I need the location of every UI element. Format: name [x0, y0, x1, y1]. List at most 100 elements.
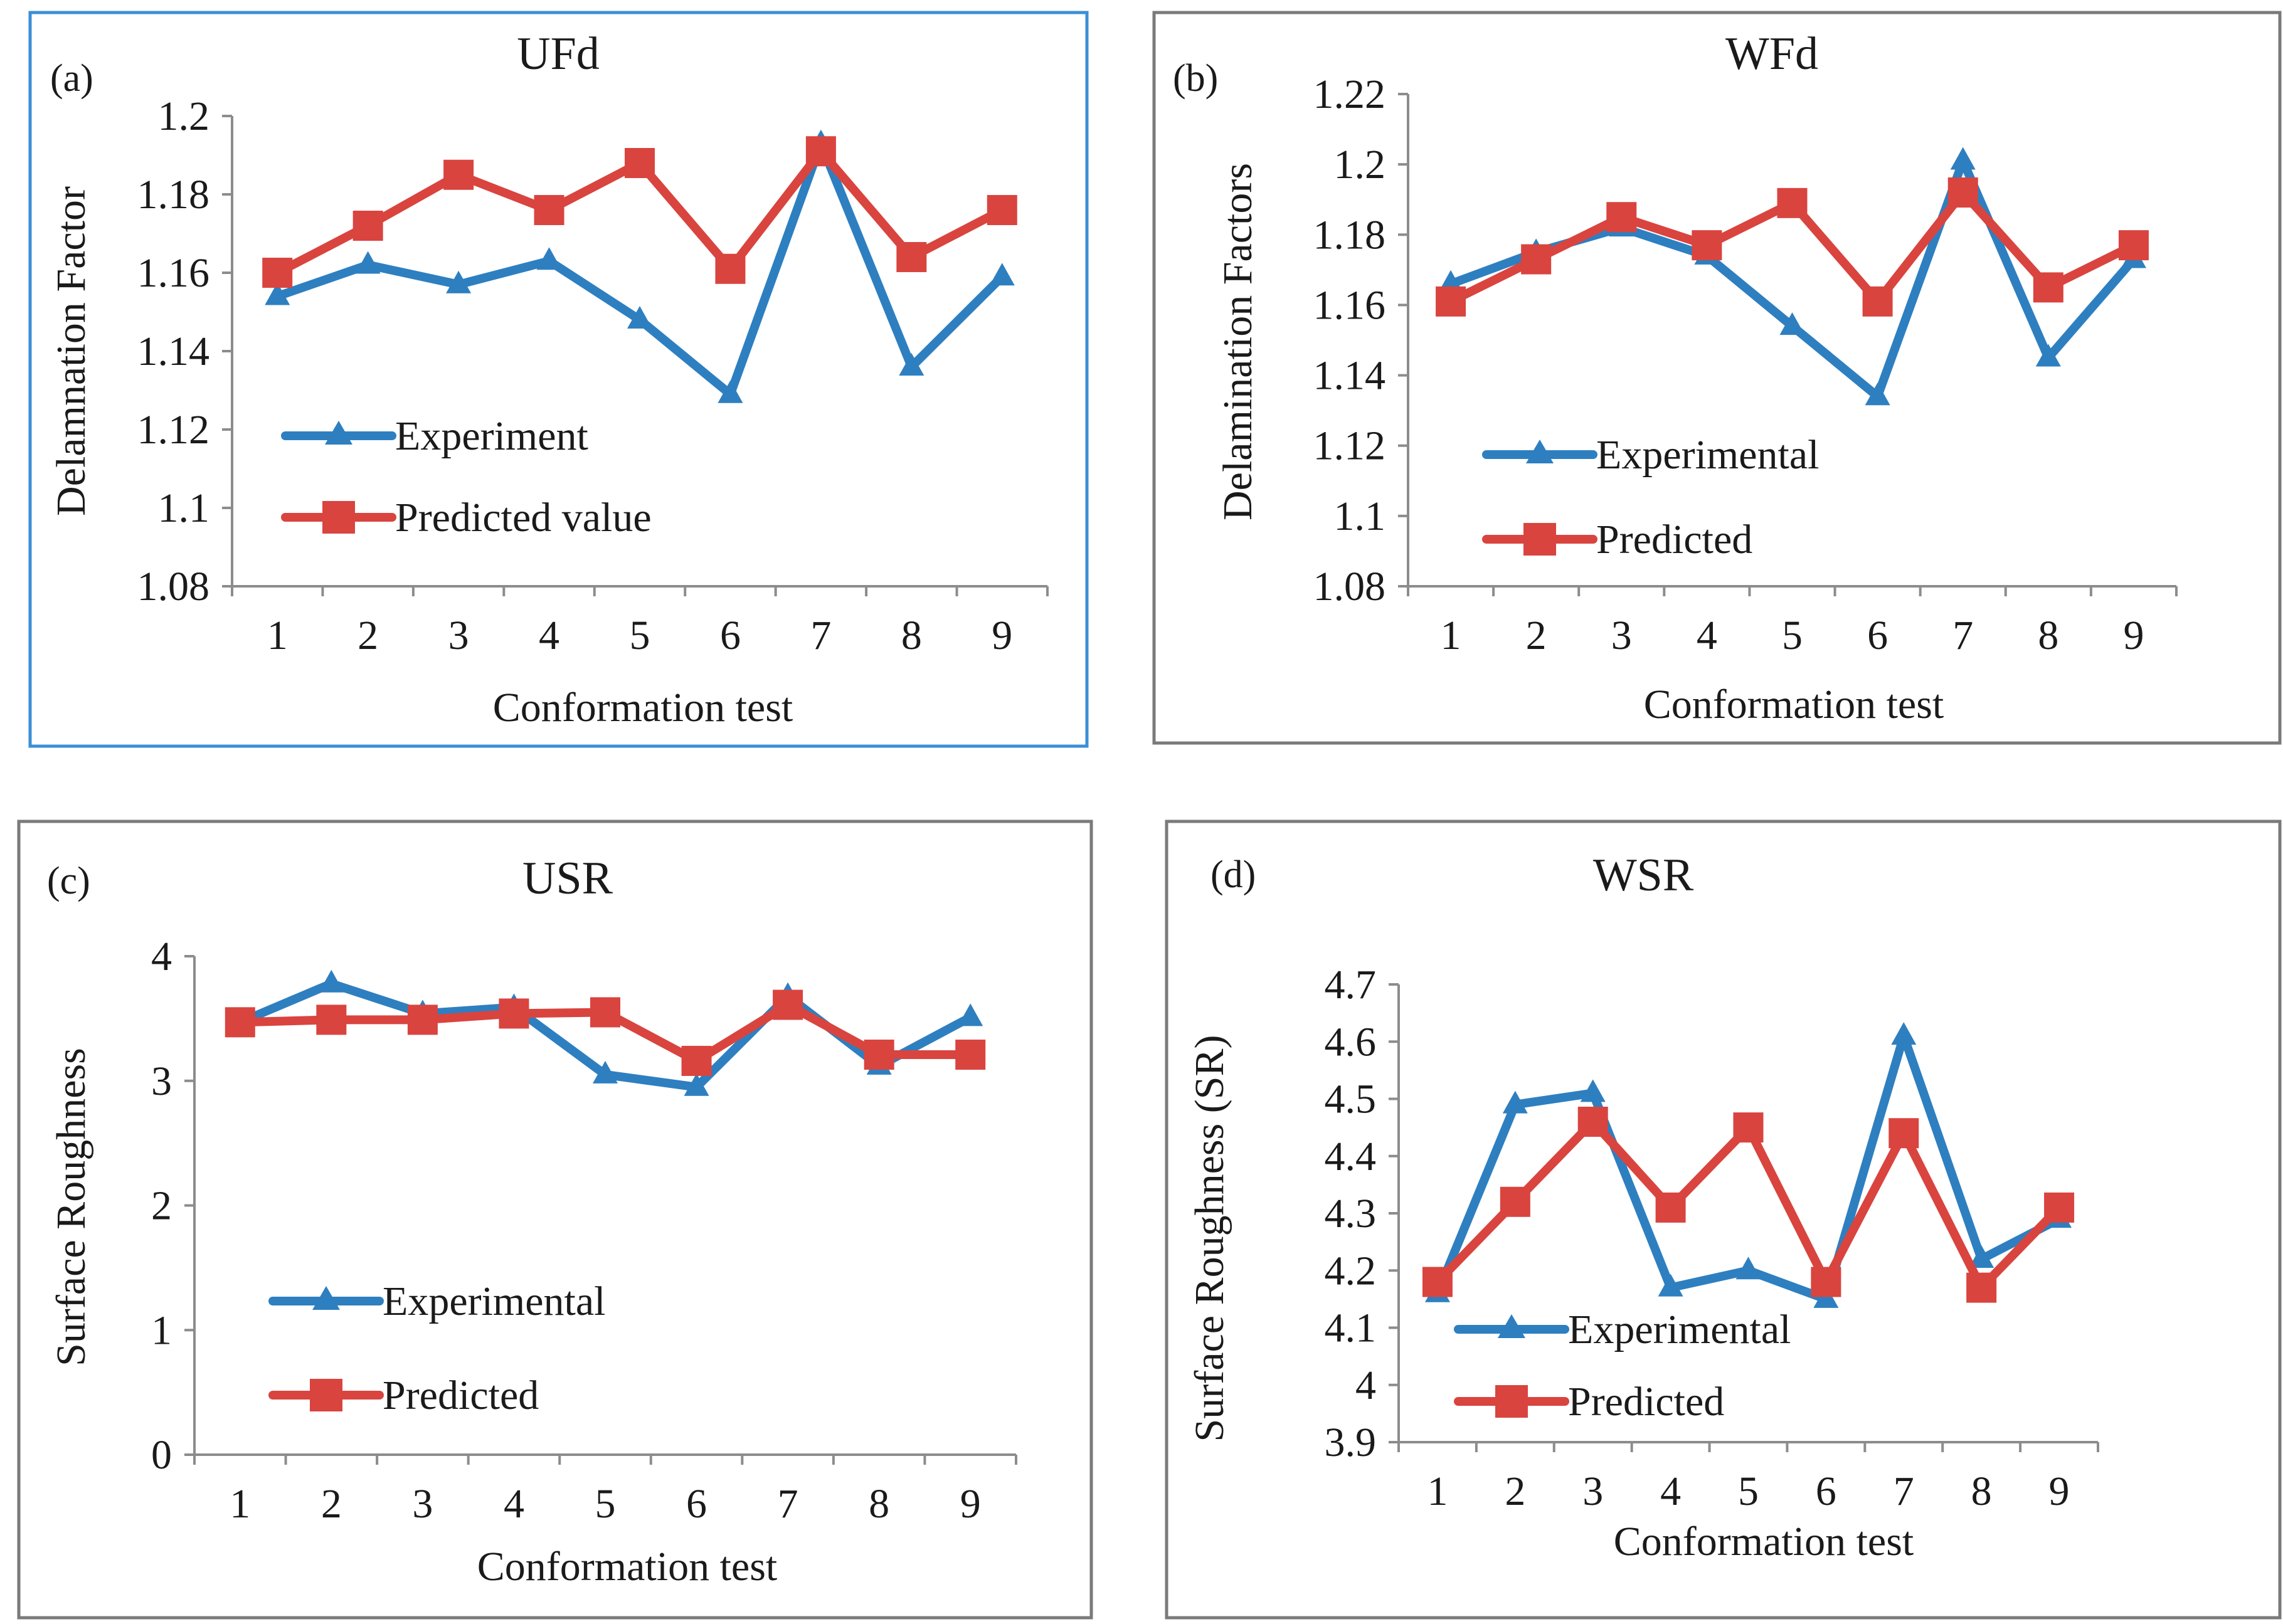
panel-tag: (b) [1173, 57, 1218, 100]
chart-panel-a: 1.08 1.1 1.12 1.14 1.16 1.18 1.2 1 2 3 4 5 6 7 8 9 (a) UF… [28, 11, 1089, 748]
x-axis-title: Conformation test [477, 1544, 777, 1590]
legend-marker [325, 421, 352, 445]
data-point-predicted [1655, 1192, 1686, 1223]
data-point-predicted [352, 211, 383, 241]
data-point-predicted [2118, 230, 2149, 261]
panel-frame [28, 11, 1089, 748]
x-tick-label: 6 [1816, 1468, 1836, 1514]
data-point-predicted [443, 159, 474, 190]
x-tick-label: 6 [686, 1481, 707, 1527]
panel-frame [1152, 11, 2282, 745]
x-axis-title: Conformation test [1614, 1519, 1914, 1564]
y-tick-label: 4 [1355, 1363, 1376, 1408]
y-tick-label: 4.4 [1325, 1134, 1377, 1179]
x-tick-label: 8 [901, 613, 922, 658]
y-tick-label: 1.14 [1313, 353, 1386, 399]
y-axis-title: Surface Roughness (SR) [1187, 1035, 1232, 1442]
data-point-experimental [684, 1073, 709, 1096]
y-tick-label: 4.2 [1325, 1248, 1377, 1294]
y-tick-label: 4.6 [1325, 1019, 1377, 1065]
data-point-predicted [316, 1004, 347, 1035]
data-point-predicted [1966, 1272, 1997, 1303]
data-point-experimental [1735, 1257, 1761, 1280]
data-point-experimental [1502, 1090, 1528, 1114]
data-point-predicted [896, 242, 927, 272]
legend-label: Predicted value [395, 495, 652, 540]
data-point-predicted [805, 136, 836, 167]
data-point-predicted [681, 1045, 712, 1076]
chart-title: WFd [1725, 28, 1818, 80]
data-point-predicted [1436, 286, 1466, 317]
x-axis-title: Conformation test [493, 685, 793, 730]
data-point-experimental [265, 282, 290, 305]
data-point-predicted [1692, 230, 1722, 261]
data-point-experimental [899, 353, 924, 376]
data-point-predicted [225, 1007, 255, 1038]
y-tick-label: 4 [151, 934, 172, 979]
panel-tag: (d) [1210, 853, 1256, 896]
x-tick-label: 5 [595, 1481, 616, 1527]
panel-tag: (a) [50, 57, 93, 100]
data-point-predicted [955, 1040, 986, 1070]
data-point-experimental [1580, 1079, 1606, 1102]
y-tick-label: 1.1 [158, 485, 210, 531]
data-point-experimental [1865, 382, 1890, 406]
legend-marker [1495, 1385, 1528, 1418]
x-tick-label: 4 [1660, 1468, 1681, 1514]
x-tick-label: 3 [1582, 1468, 1603, 1514]
y-tick-label: 1.14 [137, 329, 210, 374]
chart-title: USR [522, 853, 613, 904]
x-tick-label: 5 [630, 613, 650, 658]
chart-panel-b: 1.08 1.1 1.12 1.14 1.16 1.18 1.2 1.22 1 2 3 4 5 6 7 8 9 (… [1152, 11, 2282, 745]
data-point-predicted [1733, 1112, 1764, 1143]
data-point-predicted [534, 195, 564, 225]
legend-marker [312, 1286, 340, 1310]
y-tick-label: 2 [151, 1183, 172, 1229]
x-tick-label: 7 [1894, 1468, 1914, 1514]
x-tick-label: 1 [230, 1481, 250, 1527]
y-tick-label: 1.08 [1313, 564, 1386, 609]
legend-marker [310, 1379, 342, 1411]
legend-label: Experimental [1568, 1307, 1791, 1352]
y-tick-label: 0 [151, 1432, 172, 1478]
data-point-predicted [1888, 1118, 1919, 1149]
data-point-predicted [715, 253, 746, 284]
legend-label: Predicted [1568, 1379, 1724, 1425]
legend-marker [1523, 523, 1556, 556]
chart-panel-d: 3.9 4 4.1 4.2 4.3 4.4 4.5 4.6 4.7 1 2 3 4 5 6 7 8 9 (d) WSR… [1165, 820, 2282, 1620]
panel-frame [1165, 820, 2282, 1620]
x-tick-label: 1 [267, 613, 288, 658]
x-tick-label: 2 [321, 1481, 342, 1527]
data-point-predicted [407, 1004, 438, 1035]
panel-tag: (c) [47, 860, 90, 902]
chart-title: WSR [1593, 850, 1694, 901]
data-point-predicted [1606, 202, 1637, 233]
y-tick-label: 4.7 [1325, 962, 1377, 1008]
y-tick-label: 1 [151, 1307, 172, 1353]
x-tick-label: 4 [1697, 613, 1717, 658]
legend-label: Predicted [1596, 517, 1752, 562]
x-tick-label: 1 [1441, 613, 1461, 658]
data-point-experimental [355, 251, 381, 274]
y-tick-label: 1.12 [1313, 423, 1386, 469]
y-tick-label: 1.08 [137, 564, 210, 609]
y-tick-label: 1.22 [1313, 71, 1386, 117]
data-point-experimental [446, 270, 472, 293]
data-point-experimental [1658, 1273, 1683, 1297]
x-tick-label: 9 [992, 613, 1012, 658]
data-point-predicted [590, 997, 620, 1028]
x-tick-label: 7 [810, 613, 831, 658]
y-tick-label: 3.9 [1325, 1420, 1377, 1465]
chart-panel-c: 0 1 2 3 4 1 2 3 4 5 6 7 8 9 (c) USR Conformation test Sur… [17, 820, 1093, 1620]
data-point-experimental [718, 380, 743, 403]
y-tick-label: 1.2 [1334, 142, 1386, 187]
x-tick-label: 3 [448, 613, 469, 658]
x-tick-label: 3 [1611, 613, 1632, 658]
data-point-experimental [536, 247, 562, 270]
panel-frame [17, 820, 1093, 1620]
data-point-experimental [1891, 1022, 1917, 1045]
data-point-experimental [319, 969, 344, 993]
x-tick-label: 5 [1738, 1468, 1759, 1514]
x-tick-label: 3 [412, 1481, 433, 1527]
